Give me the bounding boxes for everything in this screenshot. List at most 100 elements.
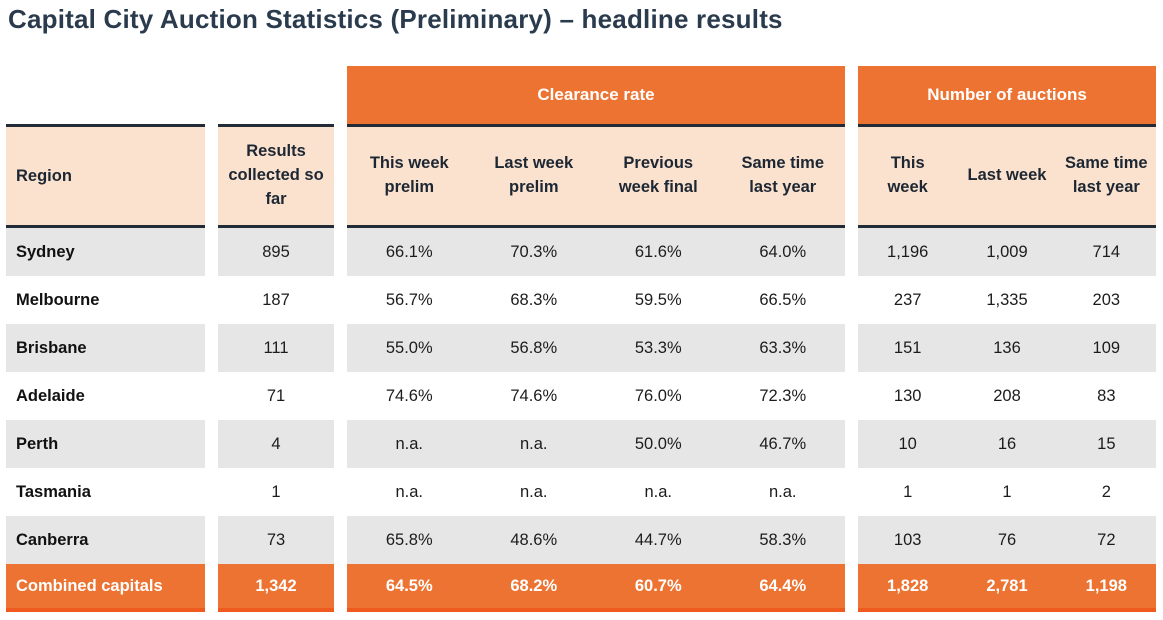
table-row: Tasmania bbox=[6, 468, 205, 516]
auctions-cell: 714 bbox=[1092, 242, 1121, 261]
total-region-label: Combined capitals bbox=[16, 576, 163, 595]
results-cell: 111 bbox=[263, 338, 289, 357]
table-row: 103 76 72 bbox=[858, 516, 1156, 564]
auctions-cell: 76 bbox=[997, 530, 1017, 549]
number-of-auctions-block: Number of auctions This week Last week Sam… bbox=[858, 66, 1156, 612]
table-row: 111 bbox=[218, 324, 334, 372]
results-cell: 1 bbox=[271, 482, 281, 501]
clearance-cell: 64.0% bbox=[759, 242, 807, 261]
auctions-cell: 15 bbox=[1097, 434, 1116, 453]
auctions-cell: 1,009 bbox=[986, 242, 1028, 261]
table-row: 1,196 1,009 714 bbox=[858, 228, 1156, 276]
clearance-cell: 61.6% bbox=[634, 242, 682, 261]
table-row: 1 bbox=[218, 468, 334, 516]
total-clearance-cell: 64.4% bbox=[759, 576, 807, 595]
results-cell: 73 bbox=[266, 530, 286, 549]
auctions-cell: 16 bbox=[997, 434, 1017, 453]
total-row-results: 1,342 bbox=[218, 564, 334, 612]
table-row: 4 bbox=[218, 420, 334, 468]
results-cell: 187 bbox=[262, 290, 290, 309]
table-row: 55.0% 56.8% 53.3% 63.3% bbox=[347, 324, 845, 372]
auctions-cell: 10 bbox=[898, 434, 917, 453]
results-cell: 4 bbox=[271, 434, 281, 453]
results-rows: 895 187 111 71 4 1 73 bbox=[218, 228, 334, 564]
column-header: This week prelim bbox=[369, 154, 449, 196]
table-row: 1 1 2 bbox=[858, 468, 1156, 516]
number-of-auctions-group-header: Number of auctions bbox=[858, 66, 1156, 124]
table-row: Brisbane bbox=[6, 324, 205, 372]
auctions-cell: 1 bbox=[1002, 482, 1012, 501]
clearance-cell: 70.3% bbox=[510, 242, 558, 261]
auctions-cell: 103 bbox=[893, 530, 922, 549]
clearance-cell: 66.1% bbox=[385, 242, 433, 261]
table-row: 10 16 15 bbox=[858, 420, 1156, 468]
clearance-cell: 74.6% bbox=[510, 386, 558, 405]
clearance-cell: 76.0% bbox=[634, 386, 682, 405]
clearance-cell: n.a. bbox=[519, 434, 548, 453]
auctions-cell: 208 bbox=[993, 386, 1021, 405]
region-rows: Sydney Melbourne Brisbane Adelaide Perth Tasm… bbox=[6, 228, 205, 564]
table-row: Perth bbox=[6, 420, 205, 468]
clearance-rate-block: Clearance rate This week prelim Last week… bbox=[347, 66, 845, 612]
clearance-cell: 74.6% bbox=[385, 386, 433, 405]
region-cell: Brisbane bbox=[16, 338, 87, 357]
table-row: Canberra bbox=[6, 516, 205, 564]
column-header: Previous week final bbox=[618, 154, 698, 196]
total-clearance-cell: 64.5% bbox=[385, 576, 433, 595]
auctions-cell: 136 bbox=[993, 338, 1021, 357]
table-row: Adelaide bbox=[6, 372, 205, 420]
clearance-cell: 46.7% bbox=[759, 434, 807, 453]
column-header: Same time last year bbox=[1065, 154, 1148, 196]
total-auctions-cell: 2,781 bbox=[986, 576, 1028, 595]
clearance-cell: 58.3% bbox=[759, 530, 807, 549]
total-auctions-cell: 1,828 bbox=[887, 576, 929, 595]
results-column-header: Results collected so far bbox=[218, 124, 334, 228]
results-column-block: Results collected so far 895 187 111 71 4 1 73… bbox=[218, 66, 334, 612]
clearance-cell: n.a. bbox=[519, 482, 548, 501]
clearance-cell: 55.0% bbox=[385, 338, 433, 357]
auction-statistics-table: Region Sydney Melbourne Brisbane Adelaide Pe… bbox=[6, 66, 1156, 612]
group-header-spacer bbox=[218, 66, 334, 124]
clearance-cell: n.a. bbox=[395, 482, 424, 501]
auctions-column-headers: This week Last week Same time last year bbox=[858, 124, 1156, 228]
table-row: 237 1,335 203 bbox=[858, 276, 1156, 324]
region-header-label: Region bbox=[16, 166, 72, 185]
clearance-rate-group-header: Clearance rate bbox=[347, 66, 845, 124]
table-row: n.a. n.a. 50.0% 46.7% bbox=[347, 420, 845, 468]
clearance-cell: n.a. bbox=[395, 434, 424, 453]
clearance-cell: 72.3% bbox=[759, 386, 807, 405]
clearance-cell: n.a. bbox=[644, 482, 673, 501]
results-header-label: Results collected so far bbox=[228, 142, 324, 208]
column-header: Same time last year bbox=[741, 154, 825, 196]
clearance-cell: 56.8% bbox=[510, 338, 558, 357]
auctions-cell: 2 bbox=[1101, 482, 1111, 501]
results-cell: 895 bbox=[262, 242, 290, 261]
region-column-block: Region Sydney Melbourne Brisbane Adelaide Pe… bbox=[6, 66, 205, 612]
auctions-cell: 1,335 bbox=[986, 290, 1028, 309]
table-row: 73 bbox=[218, 516, 334, 564]
auctions-cell: 1 bbox=[903, 482, 913, 501]
table-row: 71 bbox=[218, 372, 334, 420]
total-clearance-cell: 60.7% bbox=[634, 576, 682, 595]
auctions-cell: 151 bbox=[893, 338, 922, 357]
auctions-cell: 109 bbox=[1092, 338, 1121, 357]
table-row: 66.1% 70.3% 61.6% 64.0% bbox=[347, 228, 845, 276]
region-cell: Canberra bbox=[16, 530, 89, 549]
column-header: Last week bbox=[967, 166, 1047, 185]
page-title: Capital City Auction Statistics (Prelimi… bbox=[8, 4, 783, 34]
auctions-cell: 72 bbox=[1097, 530, 1116, 549]
region-cell: Tasmania bbox=[16, 482, 91, 501]
clearance-cell: 53.3% bbox=[634, 338, 682, 357]
region-cell: Melbourne bbox=[16, 290, 100, 309]
total-row-clearance: 64.5% 68.2% 60.7% 64.4% bbox=[347, 564, 845, 612]
clearance-cell: 63.3% bbox=[759, 338, 807, 357]
auctions-cell: 203 bbox=[1092, 290, 1121, 309]
total-auctions-cell: 1,198 bbox=[1085, 576, 1127, 595]
region-cell: Sydney bbox=[16, 242, 75, 261]
auctions-cell: 130 bbox=[893, 386, 922, 405]
clearance-cell: 68.3% bbox=[510, 290, 558, 309]
auctions-rows: 1,196 1,009 714 237 1,335 203 151 136 109 130 208 8… bbox=[858, 228, 1156, 564]
auctions-cell: 83 bbox=[1097, 386, 1116, 405]
auctions-cell: 237 bbox=[893, 290, 922, 309]
